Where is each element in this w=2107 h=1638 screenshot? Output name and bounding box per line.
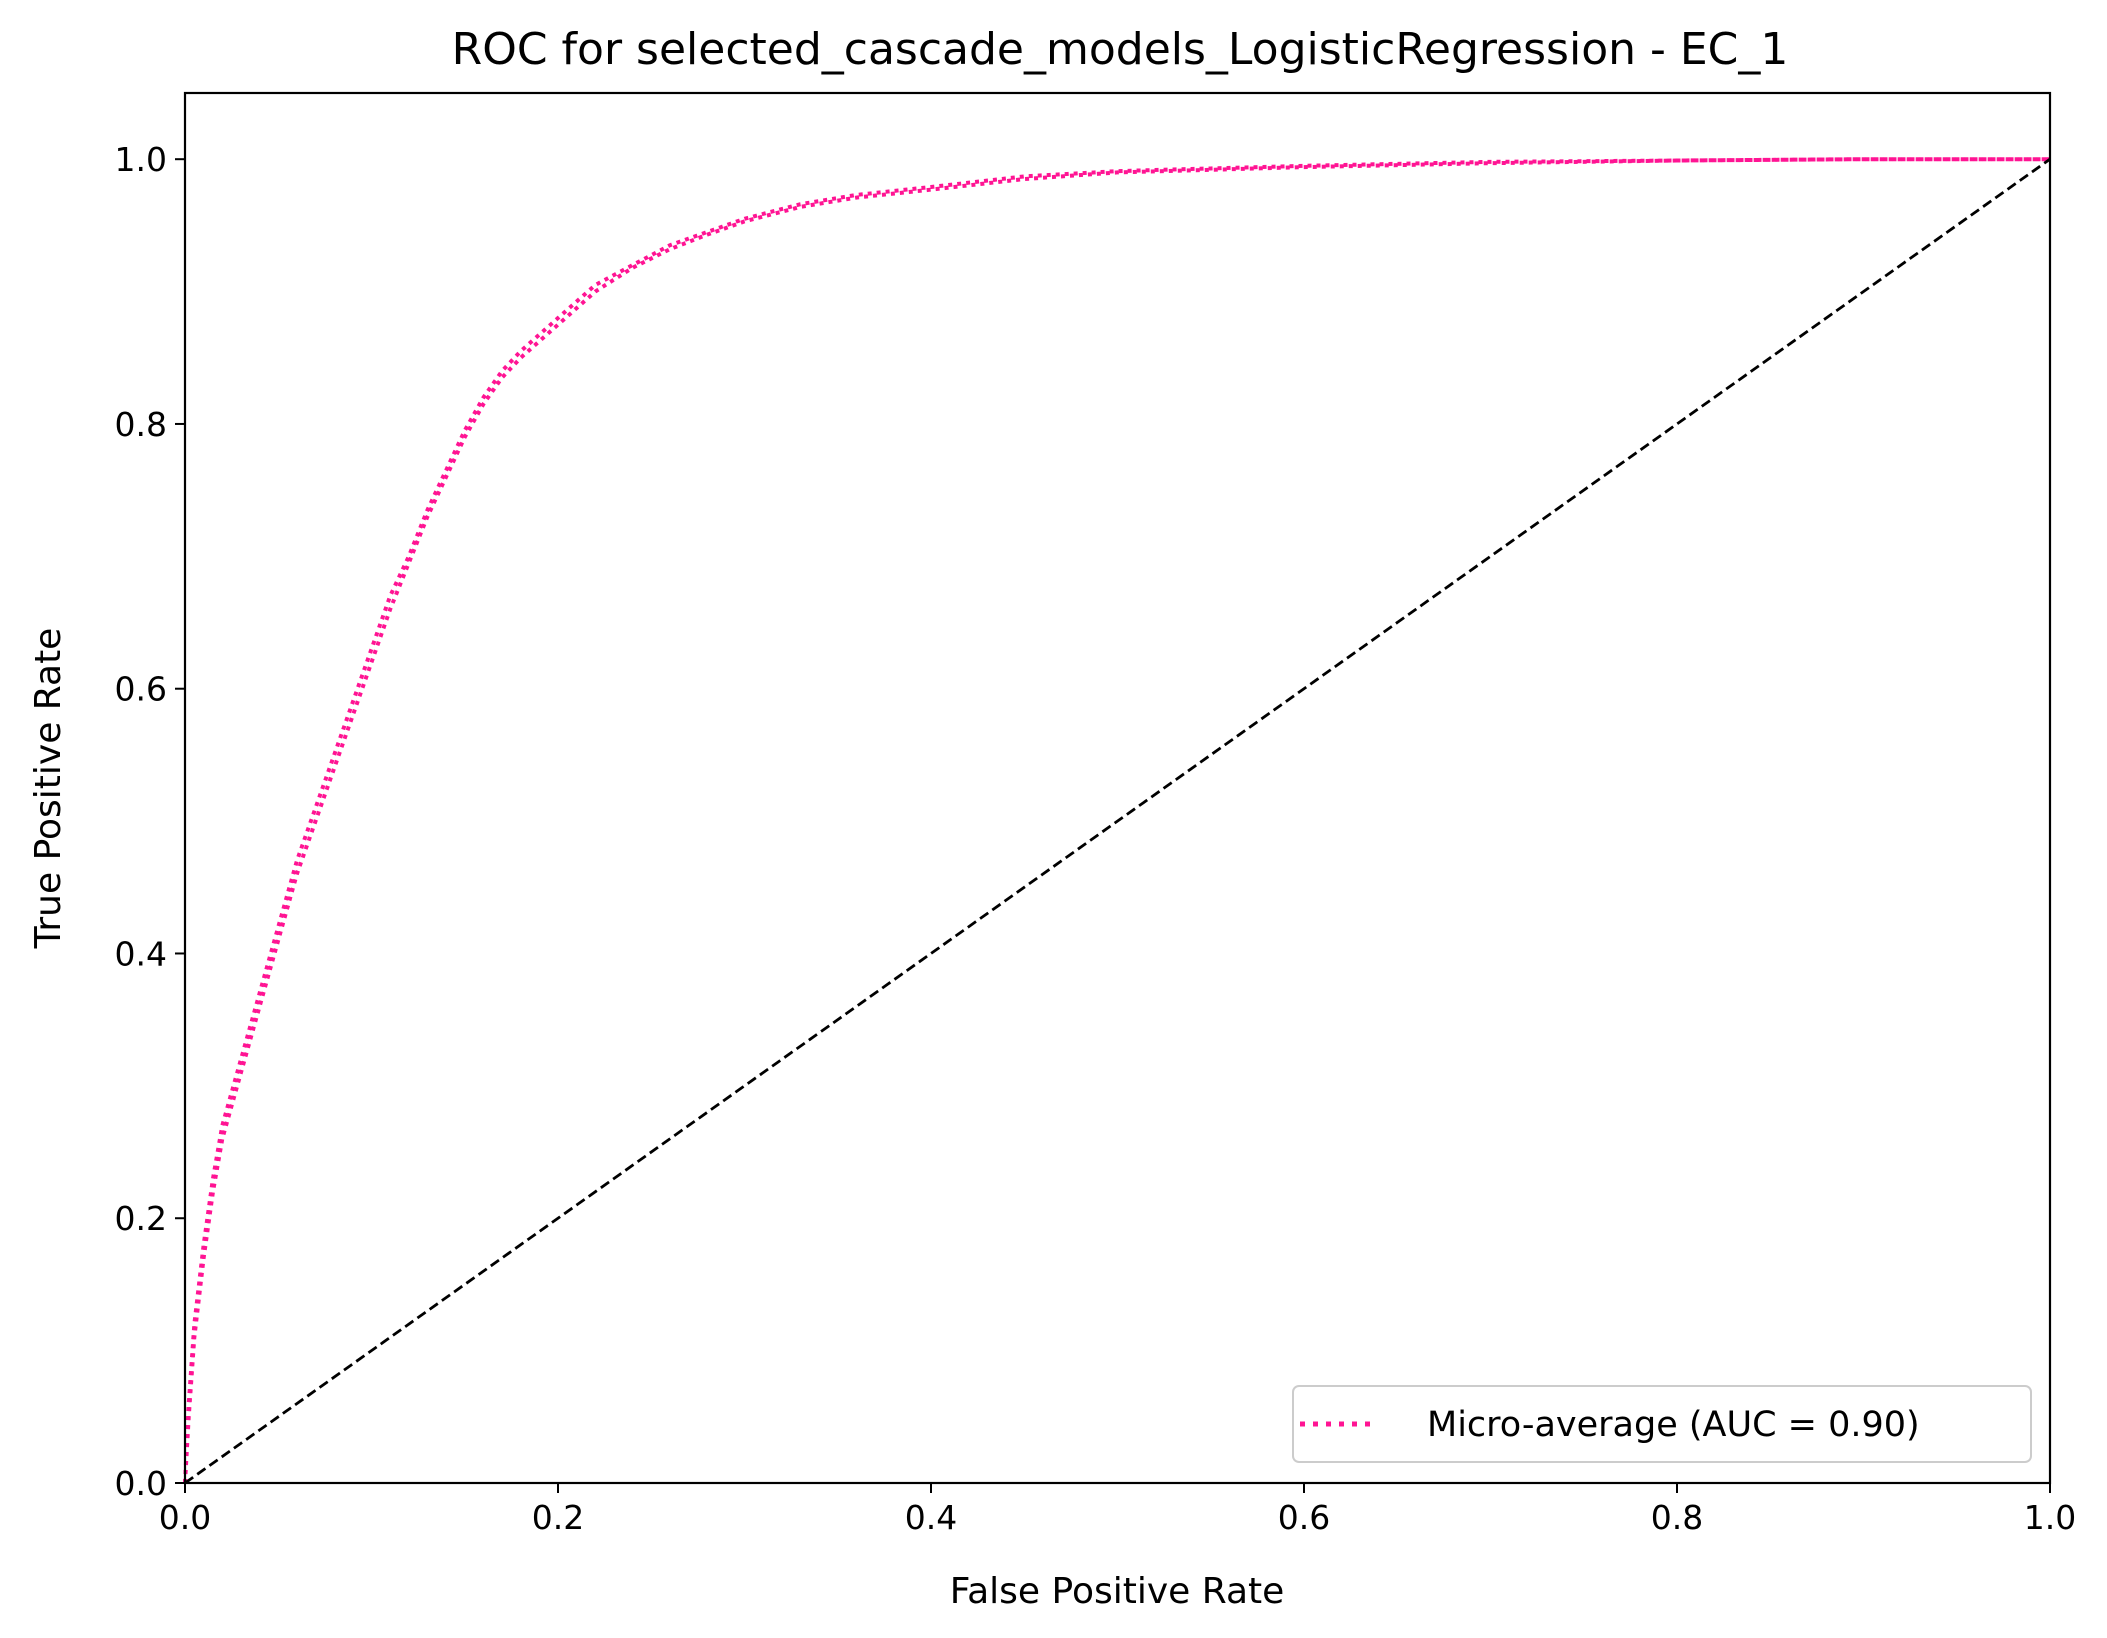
y-tick-label: 0.6	[115, 670, 167, 709]
y-axis-label: True Positive Rate	[28, 628, 69, 950]
plot-frame	[183, 91, 2052, 1485]
chance-diagonal-line	[184, 158, 2051, 1485]
legend-label-micro-average: Micro-average (AUC = 0.90)	[1427, 1405, 1920, 1445]
x-axis-label: False Positive Rate	[950, 1571, 1285, 1612]
plot-area	[185, 93, 2050, 1483]
y-tick-label: 0.4	[115, 934, 167, 973]
y-tick-label: 0.8	[115, 405, 167, 444]
x-axis-ticks: 0.0 0.2 0.4 0.6 0.8 1.0	[159, 1483, 2076, 1537]
chart-title: ROC for selected_cascade_models_Logistic…	[452, 24, 1789, 75]
roc-curve-line-1	[183, 157, 2050, 1484]
x-tick-label: 0.0	[159, 1498, 211, 1537]
legend: Micro-average (AUC = 0.90)	[1292, 1385, 2032, 1463]
x-tick-label: 0.6	[1278, 1498, 1330, 1537]
series-layer	[183, 157, 2051, 1485]
y-tick-label: 0.2	[115, 1199, 167, 1238]
y-tick-label: 1.0	[115, 140, 167, 179]
y-axis-ticks: 0.0 0.2 0.4 0.6 0.8 1.0	[115, 140, 185, 1503]
x-tick-label: 0.4	[905, 1498, 957, 1537]
x-tick-label: 1.0	[2024, 1498, 2076, 1537]
legend-box	[1292, 1385, 2032, 1463]
x-tick-label: 0.2	[532, 1498, 584, 1537]
roc-curve-line-0	[183, 157, 2050, 1484]
y-tick-label: 0.0	[115, 1464, 167, 1503]
x-tick-label: 0.8	[1651, 1498, 1703, 1537]
